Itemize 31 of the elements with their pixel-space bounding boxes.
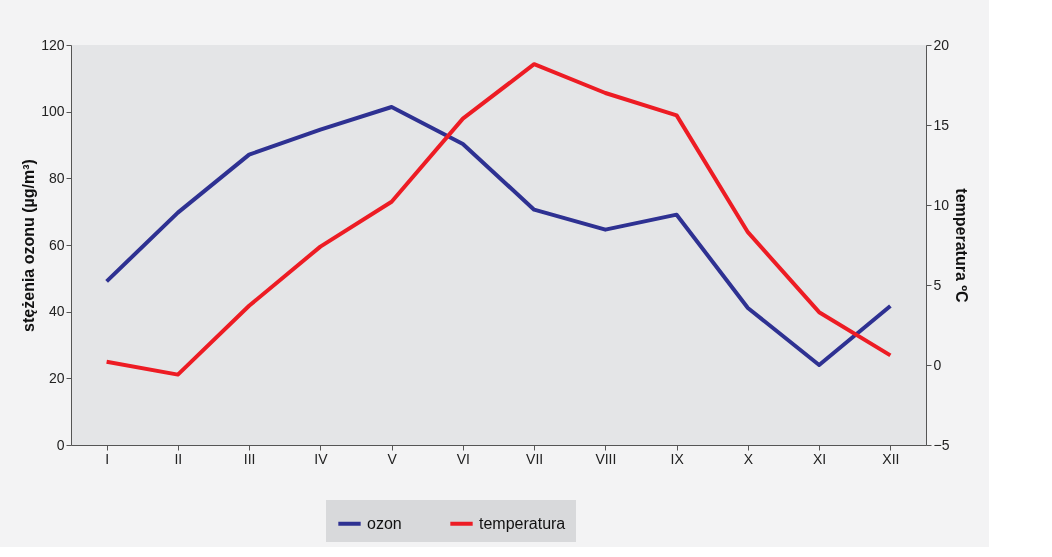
y-tick-label: 20 bbox=[48, 369, 65, 386]
x-tick-label: XII bbox=[882, 450, 900, 467]
legend-label: ozon bbox=[367, 514, 402, 532]
y-tick-label: 0 bbox=[56, 436, 65, 453]
y-tick-label: 80 bbox=[48, 169, 65, 186]
y2-tick-label: 20 bbox=[933, 36, 950, 53]
y-tick-label: 100 bbox=[41, 103, 65, 120]
x-tick-label: IV bbox=[314, 450, 329, 467]
x-tick-label: I bbox=[105, 450, 110, 467]
y-tick-label: 40 bbox=[48, 303, 65, 320]
x-tick-label: VI bbox=[456, 450, 470, 467]
x-tick-label: VII bbox=[526, 450, 544, 467]
y2-axis-title: temperatura ºC bbox=[953, 188, 971, 304]
line-series bbox=[104, 62, 893, 377]
y-axis-title: stężenia ozonu (µg/m³) bbox=[20, 159, 38, 332]
x-tick-label: XI bbox=[813, 450, 827, 467]
y2-tick-label: −5 bbox=[933, 436, 950, 453]
y-tick-label: 60 bbox=[48, 236, 65, 253]
y2-tick-label: 5 bbox=[933, 276, 942, 293]
legend-label: temperatura bbox=[479, 514, 566, 532]
x-tick-label: IX bbox=[670, 450, 685, 467]
x-tick-label: III bbox=[243, 450, 256, 467]
x-tick-label: X bbox=[743, 450, 754, 467]
y2-tick-label: 0 bbox=[933, 356, 942, 373]
y2-tick-label: 10 bbox=[933, 196, 950, 213]
x-tick-label: V bbox=[387, 450, 398, 467]
x-tick-label: II bbox=[174, 450, 183, 467]
x-tick-label: VIII bbox=[595, 450, 617, 467]
line-series bbox=[104, 105, 893, 367]
y2-tick-label: 15 bbox=[933, 116, 950, 133]
y-tick-label: 120 bbox=[41, 36, 65, 53]
